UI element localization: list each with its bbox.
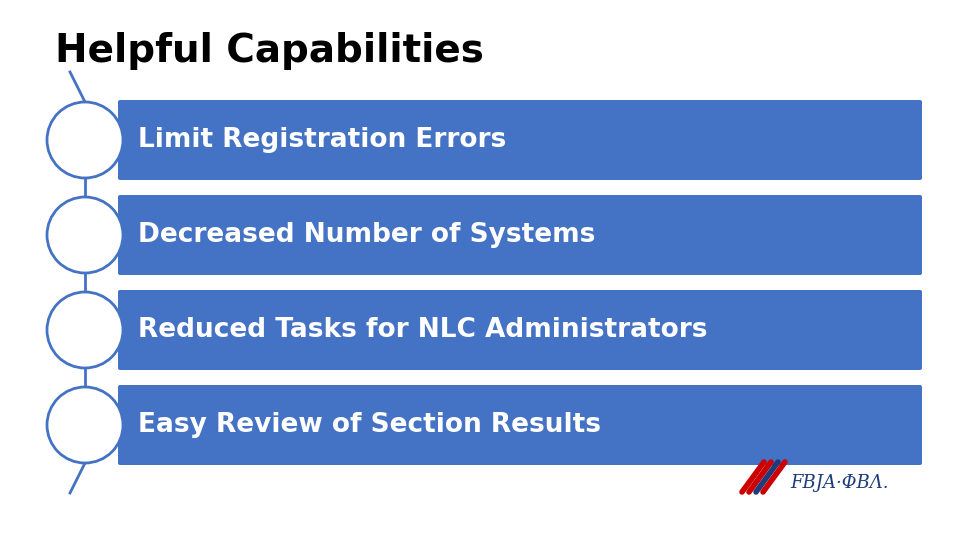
Circle shape xyxy=(47,292,123,368)
Text: Easy Review of Section Results: Easy Review of Section Results xyxy=(138,412,601,438)
Circle shape xyxy=(47,387,123,463)
Text: Helpful Capabilities: Helpful Capabilities xyxy=(55,32,484,70)
Text: Reduced Tasks for NLC Administrators: Reduced Tasks for NLC Administrators xyxy=(138,317,708,343)
Text: Decreased Number of Systems: Decreased Number of Systems xyxy=(138,222,595,248)
Text: FBJA·ΦBΛ.: FBJA·ΦBΛ. xyxy=(790,474,889,492)
Circle shape xyxy=(47,197,123,273)
FancyBboxPatch shape xyxy=(118,195,922,275)
FancyBboxPatch shape xyxy=(118,100,922,180)
Circle shape xyxy=(47,102,123,178)
Text: Limit Registration Errors: Limit Registration Errors xyxy=(138,127,506,153)
FancyBboxPatch shape xyxy=(118,385,922,465)
FancyBboxPatch shape xyxy=(118,290,922,370)
